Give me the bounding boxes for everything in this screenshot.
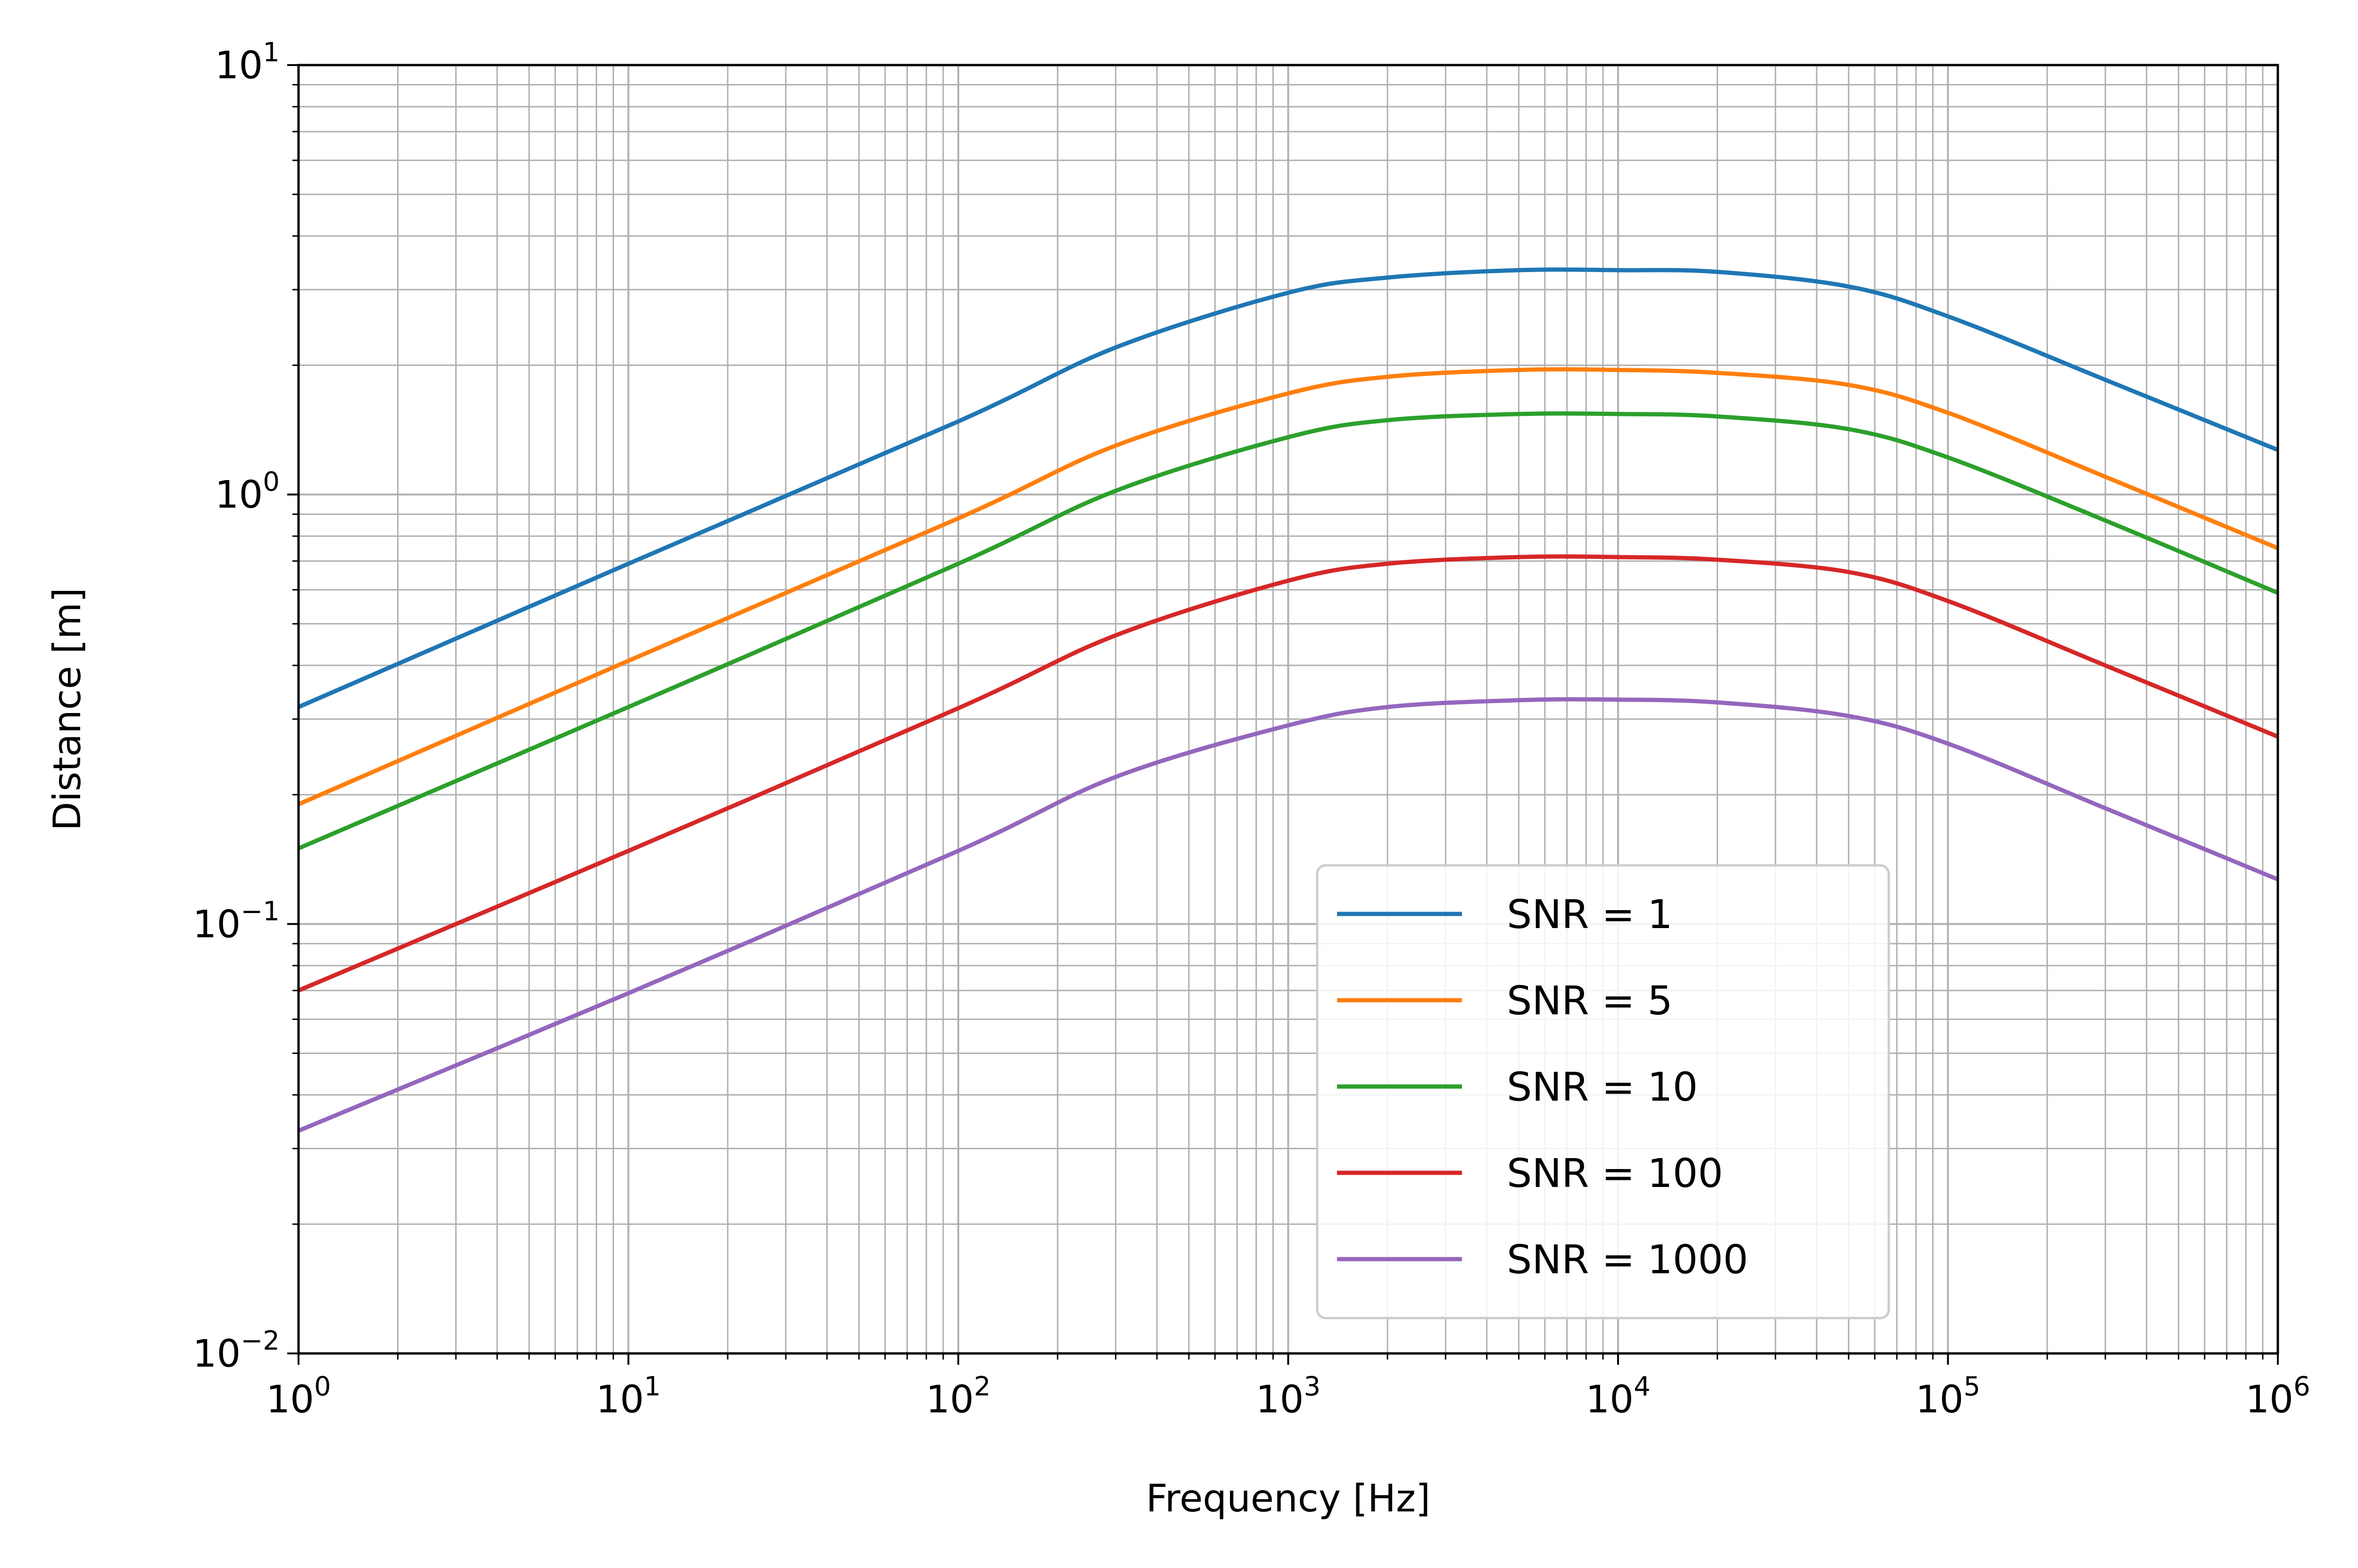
series-line xyxy=(298,554,2279,993)
series-line xyxy=(298,267,2279,709)
axis-ticks xyxy=(287,64,2279,1365)
y-tick-label: 100 xyxy=(215,467,280,517)
series-line xyxy=(298,411,2279,851)
series-line xyxy=(298,367,2279,806)
x-tick-label: 103 xyxy=(1256,1371,1320,1421)
series-line xyxy=(298,697,2279,1133)
x-tick-label: 105 xyxy=(1916,1371,1980,1421)
x-tick-label: 104 xyxy=(1586,1371,1650,1421)
y-axis-title: Distance [m] xyxy=(45,588,89,831)
series-lines xyxy=(298,267,2279,1133)
x-tick-label: 106 xyxy=(2245,1371,2310,1421)
legend-label: SNR = 5 xyxy=(1507,978,1673,1024)
y-tick-label: 101 xyxy=(215,37,280,87)
y-tick-label: 10−1 xyxy=(193,896,280,946)
legend-box xyxy=(1316,864,1890,1319)
legend-label: SNR = 10 xyxy=(1507,1064,1698,1110)
x-tick-label: 102 xyxy=(926,1371,990,1421)
x-tick-label: 101 xyxy=(596,1371,661,1421)
legend-label: SNR = 1 xyxy=(1507,891,1673,937)
y-tick-label: 10−2 xyxy=(193,1326,280,1376)
legend: SNR = 1 SNR = 5 SNR = 10 SNR = 100 SNR = 100… xyxy=(1316,864,1890,1319)
legend-label: SNR = 100 xyxy=(1507,1150,1723,1196)
legend-label: SNR = 1000 xyxy=(1507,1236,1748,1283)
x-tick-label: 100 xyxy=(266,1371,331,1421)
x-axis-title: Frequency [Hz] xyxy=(1146,1477,1430,1520)
tick-labels: 100 101 102 103 104 105 106 10−2 10−1 100 101 xyxy=(193,37,2310,1421)
